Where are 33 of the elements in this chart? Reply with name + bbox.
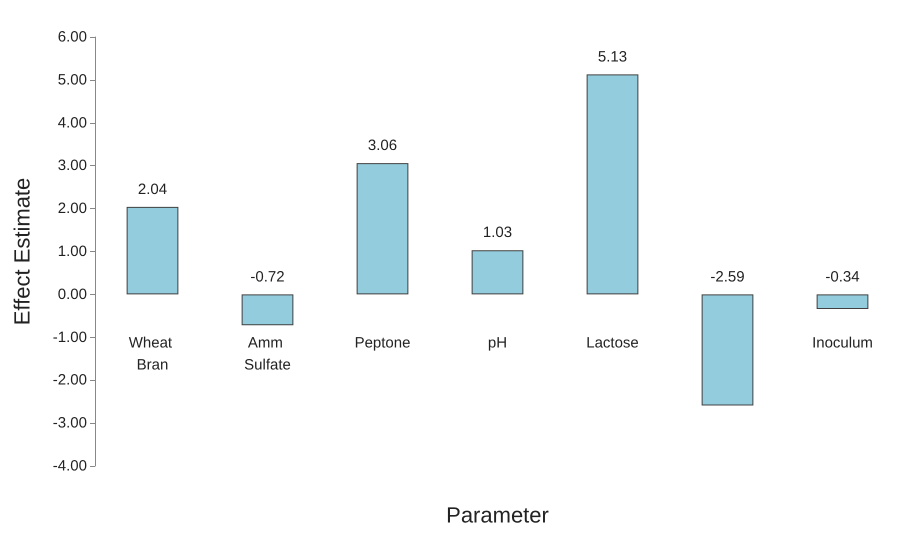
- x-tick-label: Inoculum: [812, 334, 873, 352]
- x-tick-label: Lactose: [586, 334, 639, 352]
- bar: [472, 250, 524, 294]
- y-tick-label: -2.00: [52, 372, 87, 389]
- y-tick-label: -1.00: [52, 328, 87, 346]
- data-label: 2.04: [138, 180, 168, 198]
- y-tick-label: 6.00: [58, 28, 87, 46]
- y-axis-title: Effect Estimate: [10, 178, 34, 326]
- x-axis-title: Parameter: [446, 502, 549, 528]
- data-label: -2.59: [710, 268, 745, 286]
- y-tick-label: 0.00: [58, 286, 87, 303]
- x-tick-label: Amm Sulfate: [244, 334, 291, 374]
- y-tick-label: 4.00: [58, 114, 87, 132]
- data-label: -0.72: [250, 268, 285, 286]
- x-tick-label: pH: [488, 334, 508, 352]
- y-tick-label: 1.00: [58, 243, 87, 260]
- data-label: 1.03: [482, 224, 512, 242]
- y-tick-label: 3.00: [58, 157, 87, 174]
- y-tick-label: -4.00: [52, 458, 87, 474]
- data-label: 5.13: [598, 48, 628, 66]
- y-tick-label: 2.00: [58, 200, 87, 218]
- bar: [126, 206, 178, 294]
- y-tick-label: -3.00: [52, 414, 87, 432]
- bar: [586, 74, 638, 294]
- x-tick-label: Peptone: [354, 334, 410, 352]
- data-label: 3.06: [368, 137, 398, 154]
- data-label: -0.34: [825, 268, 860, 286]
- bar: [242, 294, 294, 326]
- y-tick-label: 5.00: [58, 71, 87, 88]
- x-tick-label: Wheat Bran: [128, 334, 176, 374]
- bar: [356, 163, 408, 294]
- bar: [702, 294, 754, 406]
- bar: [816, 294, 868, 309]
